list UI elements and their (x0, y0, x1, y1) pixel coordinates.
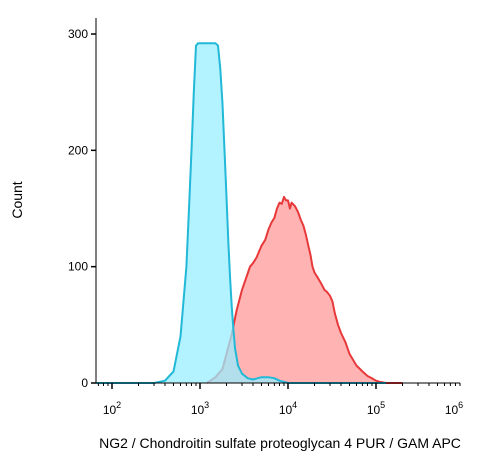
y-tick-label: 100 (68, 260, 88, 274)
plot-area (96, 42, 403, 384)
axes (95, 18, 460, 384)
histogram-line-1 (206, 195, 403, 384)
y-ticks: 0 100 200 300 (68, 27, 96, 390)
y-tick-label: 300 (68, 27, 88, 41)
x-tick-label: 103 (191, 400, 209, 417)
x-ticks: 102 103 104 105 106 (97, 383, 463, 417)
y-tick-label: 0 (81, 376, 88, 390)
histogram-area-1 (207, 196, 403, 383)
x-tick-label: 104 (279, 400, 297, 417)
x-axis-title: NG2 / Chondroitin sulfate proteoglycan 4… (99, 435, 461, 451)
histogram-line-2 (96, 42, 386, 384)
y-tick-label: 200 (68, 143, 88, 157)
y-axis-title: Count (9, 181, 25, 218)
x-tick-label: 102 (103, 400, 121, 417)
x-tick-label: 105 (367, 400, 385, 417)
x-tick-label: 106 (445, 400, 463, 417)
